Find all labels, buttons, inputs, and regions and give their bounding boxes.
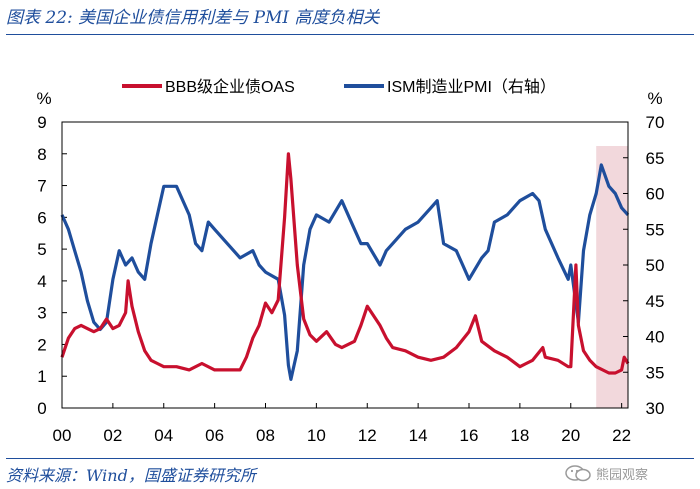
plot-frame [61, 121, 629, 409]
right-tick-label: 65 [646, 149, 665, 168]
right-tick-label: 30 [646, 399, 665, 418]
x-tick-label: 12 [358, 426, 377, 445]
right-axis-ticks: 30 35 40 45 50 55 60 65 70 [623, 113, 664, 418]
oas-series-line [60, 152, 630, 375]
watermark-text: 熊园观察 [596, 468, 649, 483]
x-tick-label: 14 [409, 426, 428, 445]
x-tick-label: 08 [256, 426, 275, 445]
x-tick-label: 02 [103, 426, 122, 445]
title-rule [6, 34, 694, 35]
pmi-series-line [60, 163, 630, 381]
left-tick-label: 0 [37, 399, 46, 418]
right-axis-unit: % [647, 89, 662, 108]
x-axis-ticks: 00 02 04 06 08 10 12 14 16 18 20 22 [53, 403, 631, 445]
source-rule [6, 458, 694, 459]
legend: BBB级企业债OAS ISM制造业PMI（右轴） [122, 78, 556, 96]
watermark: 熊园观察 [565, 464, 648, 483]
right-tick-label: 70 [646, 113, 665, 132]
left-axis-ticks: 0 1 2 3 4 5 6 7 8 9 [37, 113, 67, 418]
right-tick-label: 35 [646, 363, 665, 382]
figure-title: 图表 22: 美国企业债信用利差与 PMI 高度负相关 [6, 8, 380, 28]
right-tick-label: 55 [646, 220, 665, 239]
x-tick-label: 04 [154, 426, 173, 445]
x-tick-label: 00 [53, 426, 72, 445]
left-tick-label: 2 [37, 335, 46, 354]
left-tick-label: 1 [37, 367, 46, 386]
right-tick-label: 50 [646, 256, 665, 275]
left-tick-label: 8 [37, 145, 46, 164]
source-note: 资料来源：Wind，国盛证券研究所 [6, 466, 256, 485]
x-tick-label: 10 [307, 426, 326, 445]
x-tick-label: 18 [510, 426, 529, 445]
right-tick-label: 40 [646, 328, 665, 347]
legend-oas-label: BBB级企业债OAS [165, 78, 295, 96]
x-tick-label: 20 [561, 426, 580, 445]
left-tick-label: 4 [37, 272, 46, 291]
left-axis-unit: % [36, 89, 51, 108]
x-tick-label: 22 [612, 426, 631, 445]
x-tick-label: 06 [205, 426, 224, 445]
x-tick-label: 16 [460, 426, 479, 445]
right-tick-label: 45 [646, 292, 665, 311]
left-tick-label: 3 [37, 304, 46, 323]
left-tick-label: 9 [37, 113, 46, 132]
legend-pmi-label: ISM制造业PMI（右轴） [387, 78, 556, 96]
wechat-icon [565, 465, 591, 482]
left-tick-label: 7 [37, 177, 46, 196]
left-tick-label: 5 [37, 240, 46, 259]
right-tick-label: 60 [646, 185, 665, 204]
left-tick-label: 6 [37, 208, 46, 227]
